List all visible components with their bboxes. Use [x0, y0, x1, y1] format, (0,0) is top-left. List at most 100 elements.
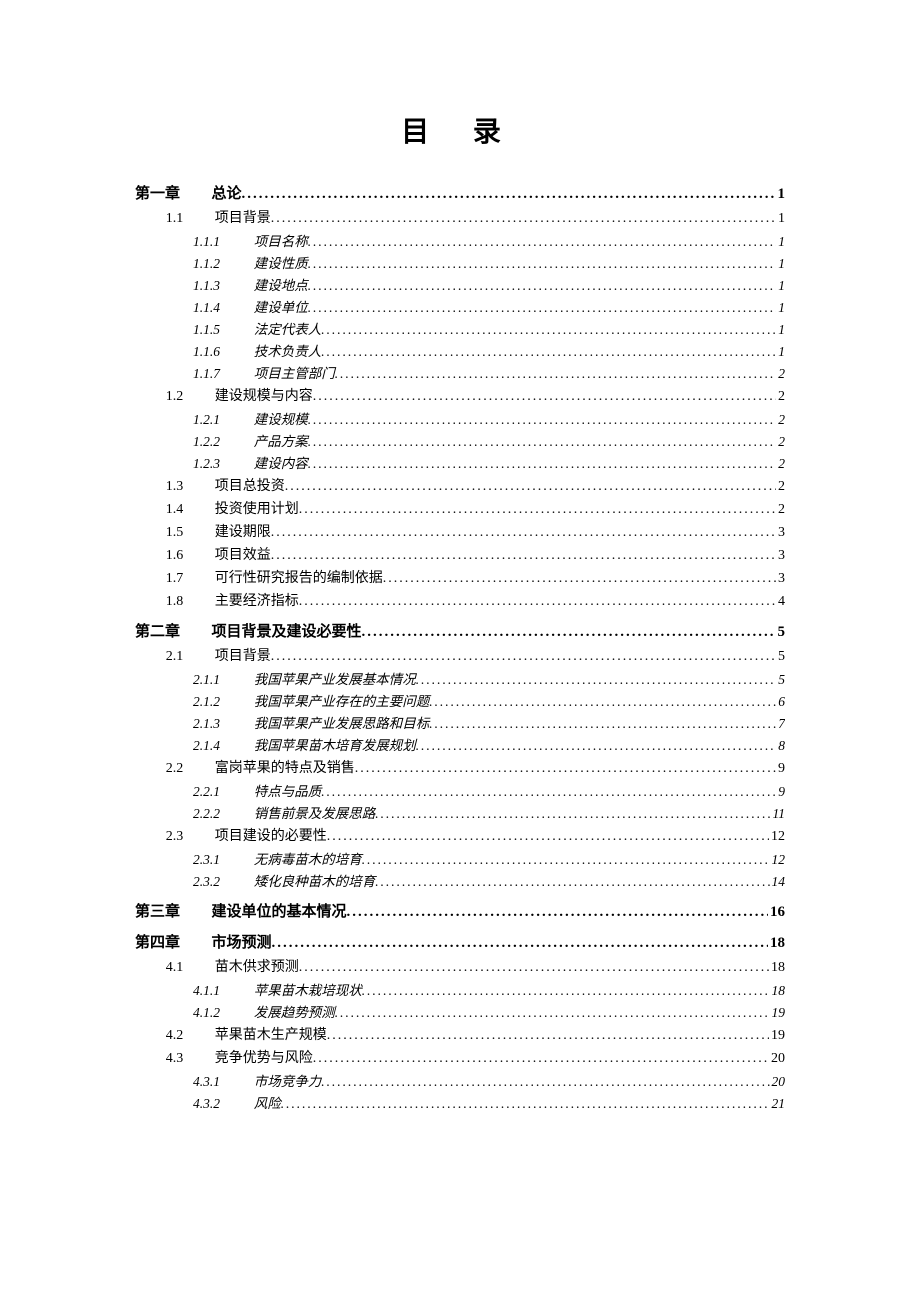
toc-entry-label: 苗木供求预测	[202, 956, 299, 976]
toc-entry-page: 18	[770, 983, 786, 999]
toc-entry-page: 11	[771, 806, 786, 822]
toc-entry: 2.3.2矮化良种苗木的培育 .........................…	[193, 870, 785, 890]
toc-entry-number: 1.1.1	[193, 234, 242, 250]
toc-entry-label: 项目名称	[242, 230, 308, 250]
toc-entry-page: 5	[776, 649, 785, 665]
toc-entry: 1.8主要经济指标 ..............................…	[166, 590, 785, 610]
toc-entry-page: 1	[776, 322, 785, 338]
toc-entry-label: 无病毒苗木的培育	[242, 848, 362, 868]
toc-entry: 1.1.4建设单位 ..............................…	[193, 296, 785, 316]
toc-entry-number: 1.8	[166, 594, 202, 610]
toc-entry-number: 2.1.4	[193, 738, 242, 754]
toc-entry-label: 法定代表人	[242, 318, 322, 338]
toc-entry-label: 风险	[242, 1092, 281, 1112]
toc-entry-label: 主要经济指标	[202, 590, 299, 610]
toc-leader-dots: ........................................…	[308, 278, 776, 294]
toc-entry-number: 1.7	[166, 571, 202, 587]
toc-entry: 4.3.2风险 ................................…	[193, 1092, 785, 1112]
toc-entry: 2.3项目建设的必要性 ............................…	[166, 825, 785, 845]
toc-entry: 2.1.1我国苹果产业发展基本情况 ......................…	[193, 668, 785, 688]
toc-entry-page: 2	[776, 389, 785, 405]
toc-entry-number: 4.3	[166, 1051, 202, 1067]
toc-entry-label: 建设内容	[242, 452, 308, 472]
toc-entry: 2.2.1特点与品质 .............................…	[193, 780, 785, 800]
toc-entry-label: 产品方案	[242, 430, 308, 450]
toc-leader-dots: ........................................…	[299, 502, 776, 518]
toc-entry-number: 1.1.3	[193, 278, 242, 294]
toc-leader-dots: ........................................…	[362, 852, 770, 868]
toc-entry: 4.1.2发展趋势预测 ............................…	[193, 1001, 785, 1021]
toc-entry-label: 矮化良种苗木的培育	[242, 870, 376, 890]
toc-entry-label: 我国苹果产业发展基本情况	[242, 668, 416, 688]
toc-entry-number: 第四章	[135, 931, 198, 952]
toc-entry-label: 项目建设的必要性	[202, 825, 327, 845]
toc-leader-dots: ........................................…	[308, 234, 776, 250]
toc-title: 目 录	[135, 110, 785, 150]
toc-entry-label: 建设性质	[242, 252, 308, 272]
toc-list: 第一章总论 ..................................…	[135, 182, 785, 1112]
toc-entry-number: 1.1.2	[193, 256, 242, 272]
toc-entry: 第一章总论 ..................................…	[135, 182, 785, 203]
toc-leader-dots: ........................................…	[281, 1096, 770, 1112]
toc-entry: 1.6项目效益 ................................…	[166, 544, 785, 564]
toc-entry-number: 4.3.2	[193, 1096, 242, 1112]
toc-leader-dots: ........................................…	[335, 366, 776, 382]
toc-entry-page: 8	[776, 738, 785, 754]
toc-entry-label: 富岗苹果的特点及销售	[202, 757, 355, 777]
toc-entry-label: 苹果苗木栽培现状	[242, 979, 362, 999]
toc-entry-number: 2.1.3	[193, 716, 242, 732]
toc-entry: 2.2.2销售前景及发展思路 .........................…	[193, 802, 785, 822]
toc-entry-number: 1.5	[166, 525, 202, 541]
toc-entry-page: 1	[776, 234, 785, 250]
toc-entry: 2.2富岗苹果的特点及销售 ..........................…	[166, 757, 785, 777]
toc-leader-dots: ........................................…	[375, 874, 769, 890]
toc-leader-dots: ........................................…	[299, 960, 769, 976]
toc-leader-dots: ........................................…	[271, 649, 776, 665]
toc-entry-page: 2	[776, 366, 785, 382]
toc-entry-page: 16	[768, 904, 785, 921]
toc-leader-dots: ........................................…	[429, 716, 776, 732]
toc-entry-page: 19	[769, 1028, 785, 1044]
toc-entry: 1.1项目背景 ................................…	[166, 207, 785, 227]
toc-entry-page: 1	[776, 300, 785, 316]
toc-leader-dots: ........................................…	[416, 738, 776, 754]
toc-entry-number: 4.1.2	[193, 1005, 242, 1021]
toc-entry: 4.3.1市场竞争力 .............................…	[193, 1070, 785, 1090]
toc-entry-label: 总论	[198, 182, 242, 203]
toc-entry: 2.3.1无病毒苗木的培育 ..........................…	[193, 848, 785, 868]
toc-entry-page: 1	[776, 344, 785, 360]
toc-leader-dots: ........................................…	[321, 344, 776, 360]
toc-entry-label: 发展趋势预测	[242, 1001, 335, 1021]
toc-entry: 2.1.2我国苹果产业存在的主要问题 .....................…	[193, 690, 785, 710]
toc-leader-dots: ........................................…	[347, 904, 768, 921]
toc-entry-label: 我国苹果产业存在的主要问题	[242, 690, 430, 710]
toc-entry: 1.1.3建设地点 ..............................…	[193, 274, 785, 294]
toc-entry-page: 3	[776, 525, 785, 541]
toc-entry-label: 特点与品质	[242, 780, 322, 800]
toc-entry: 4.2苹果苗木生产规模 ............................…	[166, 1024, 785, 1044]
toc-entry-page: 2	[776, 502, 785, 518]
toc-leader-dots: ........................................…	[321, 1074, 769, 1090]
toc-entry-number: 1.2	[166, 389, 202, 405]
toc-entry-number: 2.3	[166, 829, 202, 845]
toc-entry-page: 2	[776, 412, 785, 428]
toc-entry: 4.1.1苹果苗木栽培现状 ..........................…	[193, 979, 785, 999]
toc-entry-number: 1.1.4	[193, 300, 242, 316]
toc-entry-page: 3	[776, 571, 785, 587]
toc-entry-label: 建设单位的基本情况	[198, 900, 347, 921]
toc-entry: 1.3项目总投资 ...............................…	[166, 475, 785, 495]
toc-entry: 1.7可行性研究报告的编制依据 ........................…	[166, 567, 785, 587]
toc-entry-label: 可行性研究报告的编制依据	[202, 567, 383, 587]
toc-entry-page: 2	[776, 434, 785, 450]
toc-entry-label: 销售前景及发展思路	[242, 802, 376, 822]
toc-entry-label: 项目背景及建设必要性	[198, 620, 362, 641]
toc-leader-dots: ........................................…	[272, 935, 768, 952]
toc-entry-label: 项目背景	[202, 645, 271, 665]
toc-entry: 第四章市场预测 ................................…	[135, 931, 785, 952]
toc-entry-label: 项目效益	[202, 544, 271, 564]
toc-leader-dots: ........................................…	[362, 983, 770, 999]
toc-entry-page: 1	[776, 211, 785, 227]
toc-leader-dots: ........................................…	[321, 784, 776, 800]
toc-leader-dots: ........................................…	[313, 389, 776, 405]
toc-entry-label: 项目背景	[202, 207, 271, 227]
